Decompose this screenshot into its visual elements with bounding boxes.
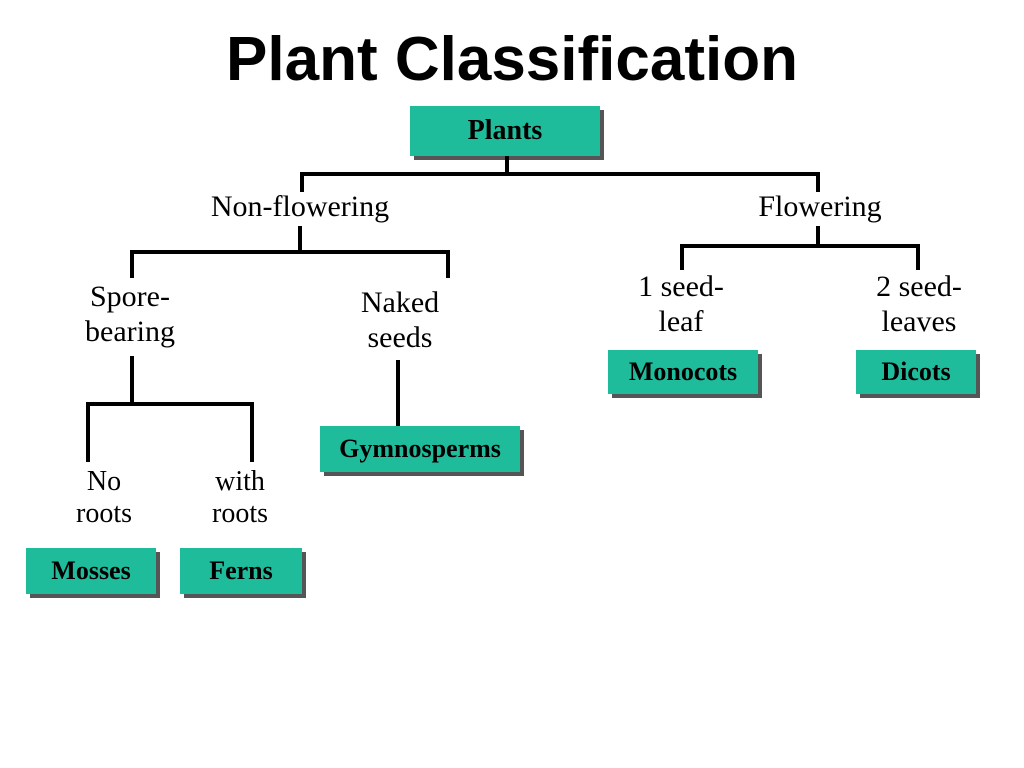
label-spore-bearing: Spore-bearing — [60, 280, 200, 349]
connector-line — [396, 360, 400, 426]
label-two-seed-leaves: 2 seed-leaves — [854, 270, 984, 339]
node-dicots: Dicots — [856, 350, 976, 394]
node-monocots-label: Monocots — [629, 357, 737, 387]
connector-line — [130, 250, 450, 254]
connector-line — [816, 172, 820, 192]
node-monocots: Monocots — [608, 350, 758, 394]
node-plants: Plants — [410, 106, 600, 156]
connector-line — [86, 402, 90, 462]
node-dicots-label: Dicots — [881, 357, 950, 387]
node-ferns-label: Ferns — [209, 556, 273, 586]
connector-line — [300, 172, 820, 176]
label-flowering: Flowering — [720, 190, 920, 225]
connector-line — [680, 244, 920, 248]
node-gymnosperms: Gymnosperms — [320, 426, 520, 472]
label-no-roots: Noroots — [54, 466, 154, 530]
label-with-roots: withroots — [190, 466, 290, 530]
node-gymnosperms-label: Gymnosperms — [339, 434, 501, 464]
node-mosses: Mosses — [26, 548, 156, 594]
node-plants-label: Plants — [468, 115, 543, 147]
connector-line — [250, 402, 254, 462]
connector-line — [300, 172, 304, 192]
connector-line — [680, 244, 684, 270]
connector-line — [130, 356, 134, 406]
connector-line — [86, 402, 254, 406]
page-title: Plant Classification — [0, 24, 1024, 95]
node-mosses-label: Mosses — [51, 556, 130, 586]
connector-line — [130, 250, 134, 278]
connector-line — [446, 250, 450, 278]
label-nonflowering: Non-flowering — [190, 190, 410, 225]
connector-line — [916, 244, 920, 270]
label-one-seed-leaf: 1 seed-leaf — [616, 270, 746, 339]
label-naked-seeds: Nakedseeds — [330, 286, 470, 355]
node-ferns: Ferns — [180, 548, 302, 594]
